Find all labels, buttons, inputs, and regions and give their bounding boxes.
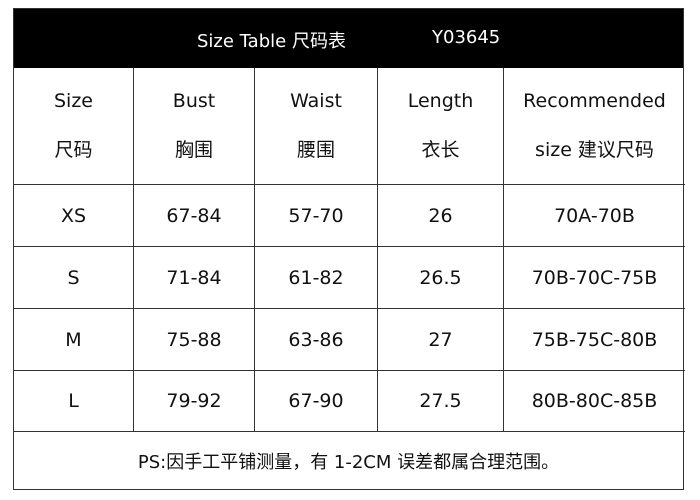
measurement-note: PS:因手工平铺测量，有 1-2CM 误差都属合理范围。 (137, 452, 560, 473)
table-cell: 80B-80C-85B (504, 371, 685, 432)
table-cell: 26 (378, 185, 504, 247)
column-header-zh: 尺码 (54, 139, 93, 162)
column-header: Waist 腰围 (255, 68, 378, 185)
column-header-en: Waist (290, 89, 342, 112)
table-cell: 70B-70C-75B (504, 247, 685, 309)
column-header-en: Length (407, 89, 474, 112)
table-cell: 26.5 (378, 247, 504, 309)
table-cell: 70A-70B (504, 185, 685, 247)
column-header: Size 尺码 (14, 68, 134, 185)
column-header-en: Recommended (523, 89, 666, 112)
table-cell: M (14, 309, 134, 371)
table-cell: 75-88 (134, 309, 255, 371)
table-cell: 27 (378, 309, 504, 371)
column-header-zh: 衣长 (421, 139, 460, 162)
table-cell: 75B-75C-80B (504, 309, 685, 371)
column-header: Recommended size 建议尺码 (504, 68, 685, 185)
table-title: Size Table 尺码表 (197, 31, 346, 52)
table-cell: 63-86 (255, 309, 378, 371)
table-cell: 79-92 (134, 371, 255, 432)
table-cell: XS (14, 185, 134, 247)
column-header-en: Size (53, 89, 93, 112)
column-header-zh: 胸围 (174, 139, 213, 162)
table-cell: 61-82 (255, 247, 378, 309)
column-header-zh: size 建议尺码 (535, 139, 654, 162)
table-cell: 57-70 (255, 185, 378, 247)
table-cell: 67-90 (255, 371, 378, 432)
table-cell: 67-84 (134, 185, 255, 247)
table-cell: 71-84 (134, 247, 255, 309)
table-cell: S (14, 247, 134, 309)
table-cell: L (14, 371, 134, 432)
column-header-en: Bust (172, 89, 216, 112)
table-title-bar: Size Table 尺码表 Y03645 (14, 9, 683, 68)
table-cell: 27.5 (378, 371, 504, 432)
column-header: Bust 胸围 (134, 68, 255, 185)
size-table: Size Table 尺码表 Y03645 Size 尺码 Bust 胸围 Waist 腰… (13, 8, 685, 490)
column-header: Length 衣长 (378, 68, 504, 185)
product-code: Y03645 (432, 27, 501, 48)
column-header-zh: 腰围 (296, 139, 335, 162)
